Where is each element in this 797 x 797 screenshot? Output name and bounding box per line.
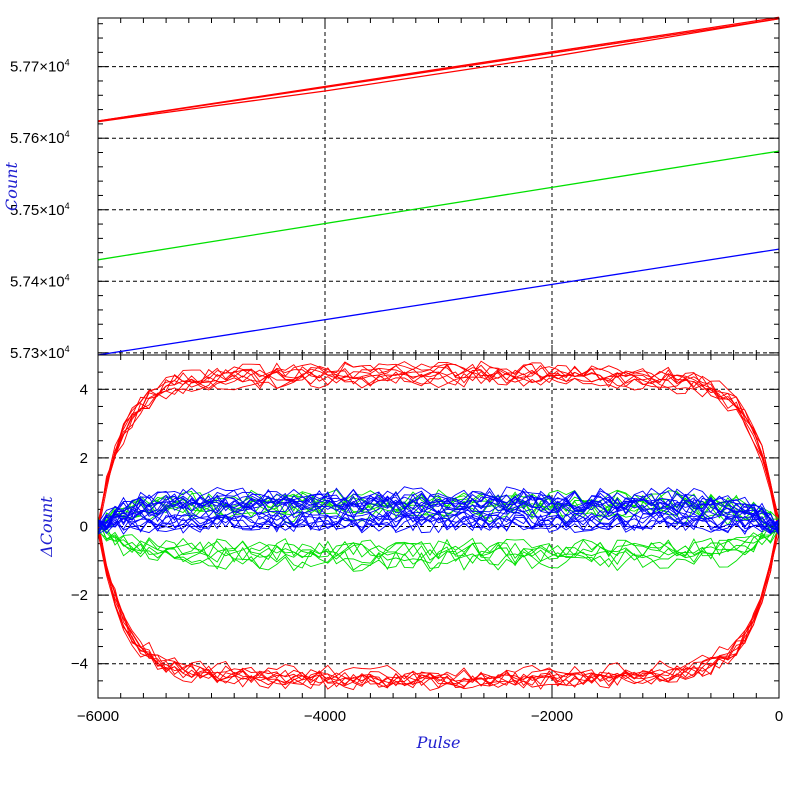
- bottom-series-line: [98, 493, 779, 536]
- bottom-series-line: [98, 517, 779, 563]
- tick-mantissa: 5.75×10: [10, 202, 65, 219]
- bottom-series-line: [98, 509, 779, 534]
- top-y-tick-label: 5.74×104: [10, 272, 70, 290]
- bottom-series-line: [98, 514, 779, 535]
- tick-exponent: 4: [65, 201, 70, 211]
- bottom-series-line: [98, 489, 779, 536]
- bottom-x-tick-label: −6000: [77, 708, 119, 725]
- tick-exponent: 4: [65, 344, 70, 354]
- top-y-tick-label: 5.75×104: [10, 201, 70, 219]
- tick-mantissa: 5.73×10: [10, 345, 65, 362]
- bottom-series-line: [98, 520, 779, 573]
- bottom-series-line: [98, 486, 779, 527]
- bottom-x-axis-title: Pulse: [416, 733, 461, 752]
- bottom-x-tick-label: 0: [775, 708, 783, 725]
- bottom-series-line: [98, 521, 779, 689]
- bottom-series-line: [98, 522, 779, 688]
- bottom-series-line: [98, 510, 779, 533]
- bottom-series-line: [98, 522, 779, 691]
- bottom-y-axis-title: ΔCount: [37, 496, 56, 558]
- bottom-series-line: [98, 363, 779, 533]
- top-series-line: [97, 150, 780, 261]
- bottom-series-line: [98, 490, 779, 531]
- bottom-series-line: [98, 523, 779, 689]
- top-series-line: [97, 18, 780, 123]
- top-y-tick-label: 5.73×104: [10, 344, 70, 362]
- tick-exponent: 4: [65, 129, 70, 139]
- tick-exponent: 4: [65, 58, 70, 68]
- bottom-y-tick-label: −4: [71, 656, 88, 673]
- bottom-y-tick-label: 2: [80, 450, 88, 467]
- tick-exponent: 4: [65, 272, 70, 282]
- bottom-panel: −4 −2 0 2 4 −6000 −4000 −2000 0 Pulse ΔCount: [37, 354, 783, 752]
- bottom-y-tick-label: 4: [80, 381, 88, 398]
- tick-mantissa: 5.77×10: [10, 59, 65, 76]
- bottom-series-line: [98, 511, 779, 533]
- bottom-x-tick-label: −2000: [531, 708, 573, 725]
- top-series-line: [97, 248, 780, 356]
- bottom-series-line: [98, 523, 779, 686]
- tick-mantissa: 5.76×10: [10, 130, 65, 147]
- top-series-line: [97, 18, 780, 122]
- bottom-series-line: [98, 371, 779, 533]
- bottom-series-line: [98, 522, 779, 571]
- bottom-series-group: [98, 360, 779, 691]
- bottom-series-line: [98, 360, 779, 528]
- bottom-x-tick-label: −4000: [304, 708, 346, 725]
- bottom-panel-frame: [97, 354, 780, 699]
- bottom-series-line: [98, 495, 779, 527]
- top-panel: 5.73×1045.74×1045.75×1045.76×1045.77×104…: [2, 16, 780, 362]
- top-y-tick-label: 5.77×104: [10, 58, 70, 76]
- top-y-tick-label: 5.76×104: [10, 129, 70, 147]
- bottom-series-line: [98, 365, 779, 530]
- bottom-series-line: [98, 526, 779, 680]
- bottom-y-tick-label: −2: [71, 587, 88, 604]
- bottom-series-line: [98, 519, 779, 689]
- bottom-series-line: [98, 522, 779, 566]
- tick-mantissa: 5.74×10: [10, 273, 65, 290]
- top-y-axis-title: Count: [2, 161, 21, 210]
- bottom-series-line: [98, 362, 779, 533]
- bottom-series-line: [98, 525, 779, 561]
- bottom-series-line: [98, 500, 779, 532]
- bottom-y-tick-label: 0: [80, 519, 88, 536]
- bottom-series-line: [98, 523, 779, 558]
